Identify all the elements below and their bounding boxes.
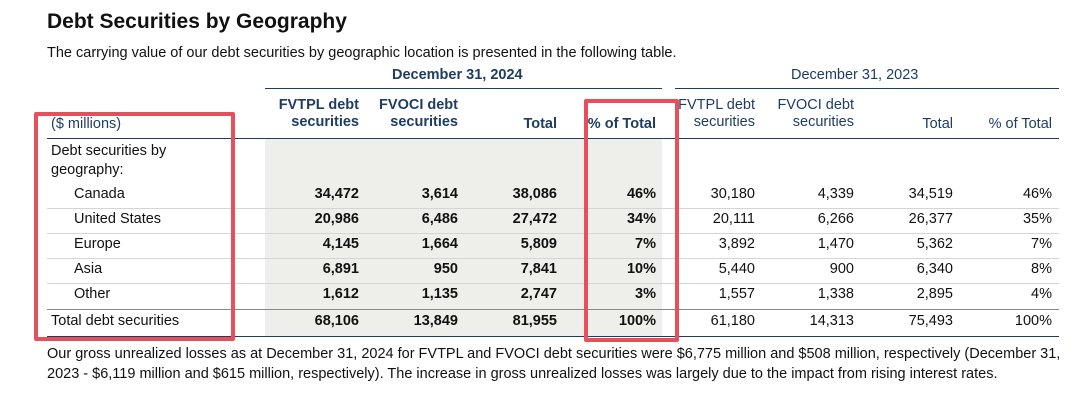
cell-prior: 30,180 xyxy=(710,186,755,202)
cell-current: 7,841 xyxy=(520,261,557,277)
cell-current: 34% xyxy=(626,211,656,227)
header-fvoci-current-line1: FVOCI debt xyxy=(379,97,458,113)
cell-current: 10% xyxy=(626,261,656,277)
row-label: United States xyxy=(74,211,162,227)
header-fvtpl-prior: FVTPL debt securities xyxy=(678,97,755,131)
period-current: December 31, 2024 xyxy=(392,67,523,83)
cell-prior: 34,519 xyxy=(908,186,953,202)
total-cell-prior: 75,493 xyxy=(908,313,953,329)
cell-prior: 7% xyxy=(1031,236,1052,252)
row-separator xyxy=(47,283,1059,284)
cell-prior: 1,470 xyxy=(817,236,854,252)
header-fvoci-prior-line1: FVOCI debt xyxy=(777,97,854,113)
header-total-prior: Total xyxy=(922,116,953,132)
intro-text: The carrying value of our debt securitie… xyxy=(47,45,677,61)
cell-prior: 1,557 xyxy=(718,286,755,302)
cell-prior: 20,111 xyxy=(712,211,755,227)
cell-prior: 8% xyxy=(1031,261,1052,277)
header-fvoci-current-line2: securities xyxy=(390,114,458,130)
cell-prior: 6,266 xyxy=(817,211,854,227)
footer-text: Our gross unrealized losses as at Decemb… xyxy=(47,346,1061,382)
cell-current: 34,472 xyxy=(314,186,359,202)
cell-prior: 26,377 xyxy=(908,211,953,227)
cell-current: 6,486 xyxy=(421,211,458,227)
cell-current: 5,809 xyxy=(520,236,557,252)
rule-header-bottom xyxy=(47,138,1059,139)
rule-bottom xyxy=(47,336,1059,337)
cell-prior: 5,362 xyxy=(916,236,953,252)
cell-prior: 3,892 xyxy=(718,236,755,252)
row-separator xyxy=(47,233,1059,234)
total-row-label: Total debt securities xyxy=(51,313,180,329)
row-label: Canada xyxy=(74,186,125,202)
cell-current: 3,614 xyxy=(421,186,458,202)
header-fvtpl-current-line1: FVTPL debt xyxy=(278,97,359,113)
header-fvtpl-prior-line2: securities xyxy=(693,114,755,130)
cell-current: 2,747 xyxy=(520,286,557,302)
cell-prior: 46% xyxy=(1022,186,1052,202)
section-title: Debt Securities by Geography xyxy=(47,10,347,33)
total-cell-prior: 100% xyxy=(1014,313,1052,329)
cell-current: 1,612 xyxy=(322,286,359,302)
total-cell-current: 13,849 xyxy=(413,313,458,329)
row-separator xyxy=(47,208,1059,209)
group-label: Debt securities by geography: xyxy=(51,142,166,180)
cell-prior: 900 xyxy=(829,261,854,277)
row-label: Other xyxy=(74,286,111,302)
cell-prior: 1,338 xyxy=(817,286,854,302)
header-fvtpl-prior-line1: FVTPL debt xyxy=(678,97,755,113)
cell-prior: 4,339 xyxy=(817,186,854,202)
cell-prior: 2,895 xyxy=(916,286,953,302)
header-pct-current: % of Total xyxy=(587,116,656,132)
cell-current: 4,145 xyxy=(322,236,359,252)
cell-current: 20,986 xyxy=(314,211,359,227)
cell-current: 27,472 xyxy=(512,211,557,227)
header-fvoci-current: FVOCI debt securities xyxy=(379,97,458,131)
header-fvtpl-current-line2: securities xyxy=(291,114,359,130)
header-fvoci-prior: FVOCI debt securities xyxy=(777,97,854,131)
highlight-box-pct-column xyxy=(584,99,679,342)
total-cell-prior: 61,180 xyxy=(710,313,755,329)
cell-prior: 35% xyxy=(1022,211,1052,227)
total-cell-current: 100% xyxy=(618,313,656,329)
row-label: Asia xyxy=(74,261,103,277)
rule-above-total xyxy=(47,309,1059,310)
cell-current: 7% xyxy=(635,236,656,252)
current-year-shading xyxy=(265,139,662,337)
header-fvtpl-current: FVTPL debt securities xyxy=(279,97,359,131)
cell-current: 950 xyxy=(433,261,458,277)
highlight-box-labels xyxy=(34,112,235,341)
total-cell-current: 68,106 xyxy=(314,313,359,329)
cell-current: 3% xyxy=(635,286,656,302)
rule-top-current xyxy=(265,88,662,89)
cell-current: 1,664 xyxy=(421,236,458,252)
group-label-line1: Debt securities by xyxy=(51,143,167,159)
cell-current: 46% xyxy=(626,186,656,202)
header-pct-prior: % of Total xyxy=(988,116,1052,132)
unit-label: ($ millions) xyxy=(51,116,122,132)
row-separator xyxy=(47,258,1059,259)
cell-prior: 6,340 xyxy=(916,261,953,277)
cell-current: 6,891 xyxy=(322,261,359,277)
cell-current: 38,086 xyxy=(512,186,557,202)
header-fvoci-prior-line2: securities xyxy=(792,114,854,130)
cell-current: 1,135 xyxy=(421,286,458,302)
total-cell-current: 81,955 xyxy=(512,313,557,329)
total-cell-prior: 14,313 xyxy=(809,313,854,329)
header-total-current: Total xyxy=(523,116,557,132)
rule-top-prior xyxy=(675,88,1059,89)
cell-prior: 4% xyxy=(1031,286,1052,302)
period-prior: December 31, 2023 xyxy=(791,67,919,83)
cell-prior: 5,440 xyxy=(718,261,755,277)
row-label: Europe xyxy=(74,236,121,252)
group-label-line2: geography: xyxy=(51,162,124,178)
